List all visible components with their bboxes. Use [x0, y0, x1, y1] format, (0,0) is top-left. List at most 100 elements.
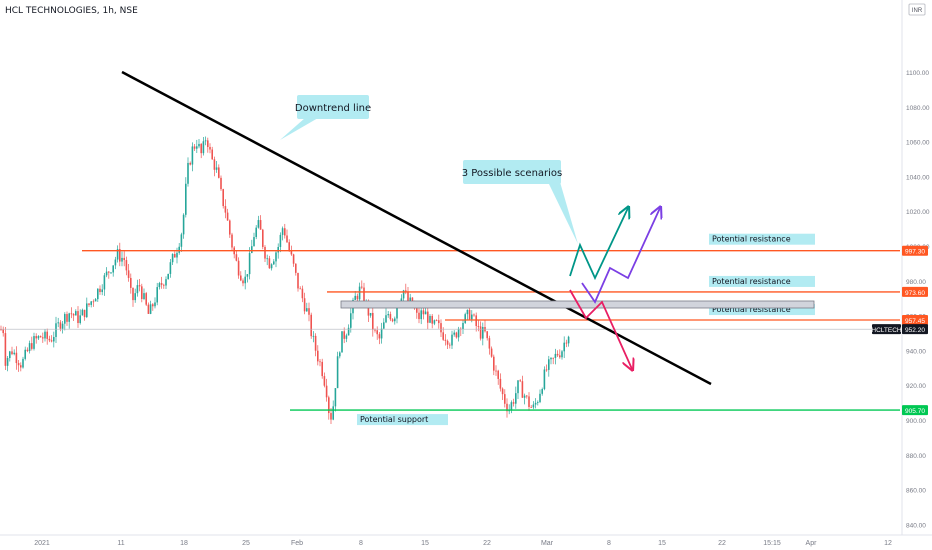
candle-body	[2, 329, 4, 334]
candle-body	[251, 246, 253, 254]
callouts: Downtrend line 3 Possible scenarios	[280, 95, 578, 244]
x-tick-label: 2021	[34, 540, 50, 547]
candle-body	[310, 314, 312, 337]
candle-body	[420, 310, 422, 320]
candle-body	[312, 335, 315, 337]
candle-body	[405, 290, 407, 292]
candle-body	[103, 275, 106, 290]
y-tick-label: 1020.00	[906, 209, 930, 216]
candle-body	[559, 355, 561, 358]
candle-body	[308, 308, 310, 315]
candle-body	[444, 339, 447, 341]
scenario-bullish-arrow[interactable]	[569, 208, 628, 281]
price-tags: 997.30 973.60 957.45 905.70 HCLTECH 952.20	[871, 245, 928, 416]
scenario-consolidation-arrow[interactable]	[581, 208, 660, 304]
candle-body	[123, 257, 125, 261]
candle-body	[275, 252, 277, 262]
candle-body	[134, 293, 136, 301]
candle-body	[79, 315, 81, 324]
candle-body	[495, 370, 497, 372]
candle-body	[532, 404, 535, 408]
candle-body	[224, 206, 227, 213]
candle-body	[490, 348, 493, 357]
candle-body	[22, 358, 24, 368]
currency-label: INR	[912, 8, 923, 14]
candle-body	[277, 246, 279, 253]
candle-body	[279, 234, 282, 247]
candle-body	[9, 351, 11, 359]
candle-body	[314, 335, 317, 351]
candle-body	[235, 254, 238, 261]
candle-body	[119, 249, 121, 262]
y-tick-label: 1080.00	[906, 105, 930, 112]
candle-body	[152, 304, 154, 307]
candle-body	[345, 335, 348, 339]
candle-body	[6, 358, 9, 366]
currency-badge[interactable]	[908, 3, 926, 16]
candle-body	[493, 356, 495, 371]
candle-body	[193, 146, 196, 149]
candle-body	[374, 329, 376, 331]
candle-body	[116, 249, 119, 260]
candle-body	[330, 413, 332, 420]
level-label: Potential resistance	[712, 235, 791, 244]
candle-body	[477, 325, 480, 327]
candle-body	[108, 271, 110, 273]
candle-body	[554, 353, 557, 358]
candle-body	[499, 378, 502, 389]
candle-body	[517, 380, 519, 394]
y-tick-label: 920.00	[906, 383, 926, 390]
candle-body	[26, 349, 29, 352]
candle-body	[213, 159, 216, 170]
candle-body	[48, 338, 51, 341]
y-tick-label: 980.00	[906, 279, 926, 286]
level-price-tag	[902, 315, 928, 326]
candle-body	[528, 396, 530, 407]
level-price-tag	[902, 286, 928, 297]
candle-body	[114, 259, 117, 266]
candle-body	[479, 326, 482, 339]
downtrend-line[interactable]	[121, 70, 712, 386]
candle-body	[369, 312, 372, 316]
candle-body	[231, 234, 233, 248]
candle-body	[341, 331, 343, 353]
candle-body	[545, 369, 548, 371]
candle-body	[539, 393, 541, 403]
candle-body	[440, 323, 442, 333]
candle-body	[537, 402, 539, 403]
candle-body	[13, 352, 15, 355]
candle-body	[396, 306, 398, 319]
candle-body	[28, 343, 31, 352]
candle-body	[299, 288, 301, 290]
candle-body	[110, 272, 112, 274]
candle-body	[4, 333, 7, 366]
candle-body	[11, 351, 13, 355]
candle-body	[400, 298, 403, 302]
downtrend-callout-box[interactable]	[297, 95, 369, 119]
candle-body	[149, 304, 152, 314]
y-tick-label: 880.00	[906, 453, 926, 460]
candle-body	[361, 286, 363, 288]
scenarios-callout-box[interactable]	[463, 160, 561, 184]
scenario-bearish-arrow[interactable]	[569, 289, 632, 369]
candle-body	[334, 388, 337, 407]
candle-body	[523, 395, 526, 398]
level-price-tag	[902, 245, 928, 256]
candle-body	[191, 146, 194, 165]
candle-body	[380, 328, 383, 339]
candle-body	[453, 332, 455, 335]
candle-body	[99, 288, 101, 293]
scenarios-callout-pointer	[548, 182, 578, 244]
candle-body	[391, 319, 394, 322]
candle-body	[262, 229, 264, 247]
candle-body	[24, 349, 26, 359]
candle-body	[259, 220, 262, 230]
candle-body	[354, 295, 356, 300]
candle-body	[246, 274, 249, 277]
trend-layer	[121, 70, 712, 386]
candle-body	[167, 273, 169, 280]
candle-body	[358, 286, 361, 300]
candle-body	[435, 320, 438, 322]
candle-body	[35, 336, 37, 339]
candle-body	[229, 220, 231, 235]
